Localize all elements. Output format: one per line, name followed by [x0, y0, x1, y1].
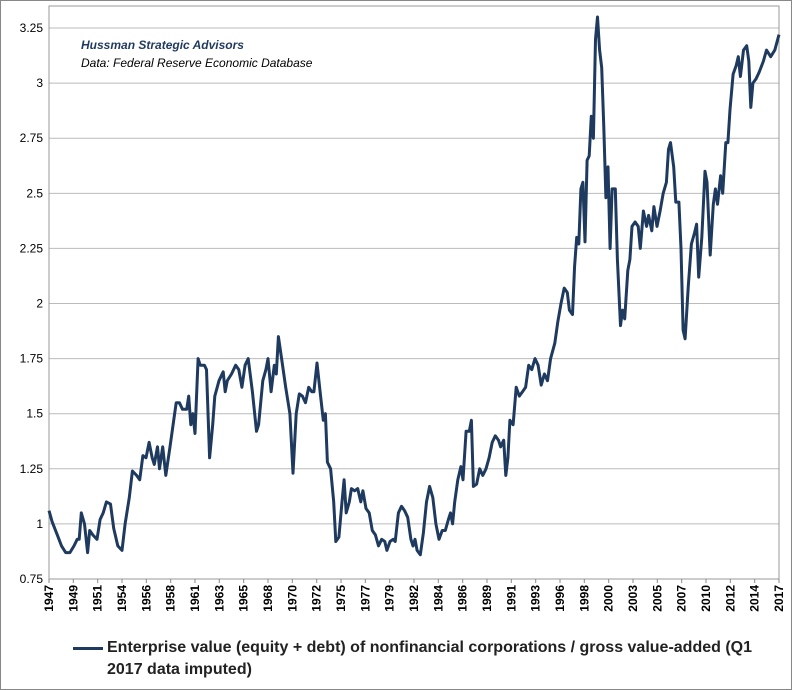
x-tick-label: 1961: [188, 585, 202, 612]
x-tick-label: 1956: [139, 585, 153, 612]
annotation: Hussman Strategic Advisors: [81, 38, 244, 52]
y-tick-label: 2.5: [26, 186, 43, 200]
legend: Enterprise value (equity + debt) of nonf…: [73, 637, 777, 681]
y-tick-label: 3.25: [20, 21, 44, 35]
x-tick-label: 1984: [431, 585, 445, 612]
x-tick-label: 1958: [164, 585, 178, 612]
y-tick-label: 1: [36, 517, 43, 531]
x-tick-label: 1965: [237, 585, 251, 612]
x-tick-label: 1993: [529, 585, 543, 612]
x-tick-label: 2000: [602, 585, 616, 612]
x-tick-label: 2005: [650, 585, 664, 612]
y-tick-label: 0.75: [20, 572, 44, 586]
annotation: Data: Federal Reserve Economic Database: [81, 56, 313, 70]
x-tick-label: 1951: [91, 585, 105, 612]
y-tick-label: 3: [36, 76, 43, 90]
y-tick-label: 2.25: [20, 241, 44, 255]
legend-label: Enterprise value (equity + debt) of nonf…: [107, 639, 753, 678]
x-tick-label: 2014: [748, 585, 762, 612]
x-tick-label: 1947: [42, 585, 56, 612]
x-tick-label: 2003: [626, 585, 640, 612]
x-tick-label: 1996: [553, 585, 567, 612]
x-tick-label: 1970: [285, 585, 299, 612]
x-tick-label: 2010: [699, 585, 713, 612]
y-tick-label: 1.5: [26, 407, 43, 421]
y-tick-label: 2: [36, 297, 43, 311]
data-line: [47, 15, 781, 557]
x-tick-label: 2017: [772, 585, 786, 612]
x-tick-label: 1986: [456, 585, 470, 612]
y-tick-label: 1.75: [20, 352, 44, 366]
x-tick-label: 1949: [66, 585, 80, 612]
x-tick-label: 1977: [358, 585, 372, 612]
legend-swatch: [73, 647, 103, 650]
x-tick-label: 2007: [675, 585, 689, 612]
x-tick-label: 1982: [407, 585, 421, 612]
y-tick-label: 2.75: [20, 131, 44, 145]
chart: Hussman Strategic Advisors Data: Federal…: [20, 5, 786, 612]
x-tick-label: 1954: [115, 585, 129, 612]
x-tick-label: 1968: [261, 585, 275, 612]
x-tick-label: 1975: [334, 585, 348, 612]
x-tick-label: 1972: [310, 585, 324, 612]
y-tick-label: 1.25: [20, 462, 44, 476]
x-tick-label: 1979: [383, 585, 397, 612]
x-tick-label: 1991: [504, 585, 518, 612]
x-tick-label: 2012: [723, 585, 737, 612]
x-tick-label: 1998: [577, 585, 591, 612]
x-tick-label: 1989: [480, 585, 494, 612]
x-tick-label: 1963: [212, 585, 226, 612]
plot-frame: [48, 5, 780, 580]
